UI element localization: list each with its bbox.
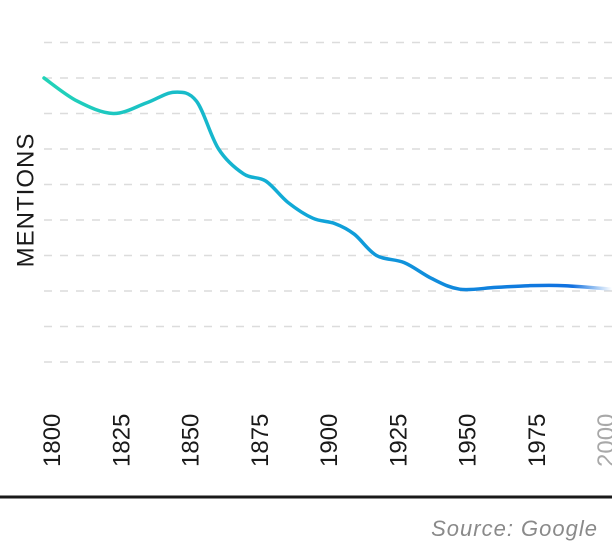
x-tick-label: 1900 (316, 414, 343, 467)
x-tick-label: 1875 (247, 414, 274, 467)
y-axis-label: MENTIONS (12, 133, 39, 268)
x-tick-label: 1825 (108, 414, 135, 467)
gridlines (44, 41, 612, 363)
series-line (42, 76, 612, 292)
x-tick-label: 2000 (593, 414, 612, 467)
x-tick-labels: 1800 1825 1850 1875 1900 1925 1950 1975 2000 (39, 414, 612, 467)
x-tick-label: 1925 (385, 414, 412, 467)
source-note: Source: Google (431, 516, 598, 541)
x-tick-label: 1800 (39, 414, 66, 467)
x-tick-label: 1950 (455, 414, 482, 467)
x-tick-label: 1850 (178, 414, 205, 467)
x-tick-label: 1975 (524, 414, 551, 467)
